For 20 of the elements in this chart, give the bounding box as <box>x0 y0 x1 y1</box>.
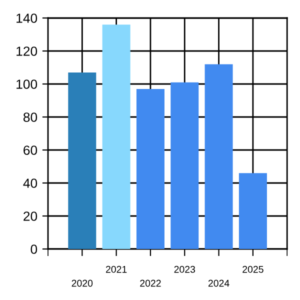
y-tick-label: 100 <box>16 80 38 89</box>
y-tick-label: 140 <box>16 14 38 23</box>
bar <box>204 64 233 249</box>
x-tick-label: 2024 <box>208 280 230 287</box>
bar <box>238 173 267 249</box>
y-tick-label: 80 <box>23 112 38 122</box>
bar <box>170 82 199 249</box>
y-tick-label: 40 <box>23 178 38 188</box>
y-tick-label: 60 <box>24 146 38 155</box>
x-tick-label: 2022 <box>140 280 161 287</box>
y-tick-label: 120 <box>16 46 38 56</box>
bar <box>68 72 96 249</box>
bar <box>102 24 130 249</box>
x-tick-label: 2025 <box>242 266 264 273</box>
y-tick-label: 0 <box>30 244 38 254</box>
x-tick-label: 2021 <box>106 266 127 273</box>
x-tick-label: 2023 <box>174 266 196 273</box>
y-tick-label: 20 <box>24 212 38 221</box>
bar <box>136 88 164 249</box>
x-tick-label: 2020 <box>72 280 93 287</box>
